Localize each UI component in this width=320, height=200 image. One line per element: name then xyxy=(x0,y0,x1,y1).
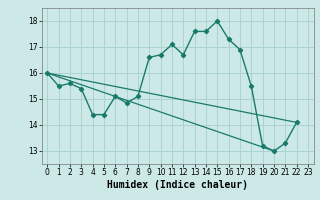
X-axis label: Humidex (Indice chaleur): Humidex (Indice chaleur) xyxy=(107,180,248,190)
